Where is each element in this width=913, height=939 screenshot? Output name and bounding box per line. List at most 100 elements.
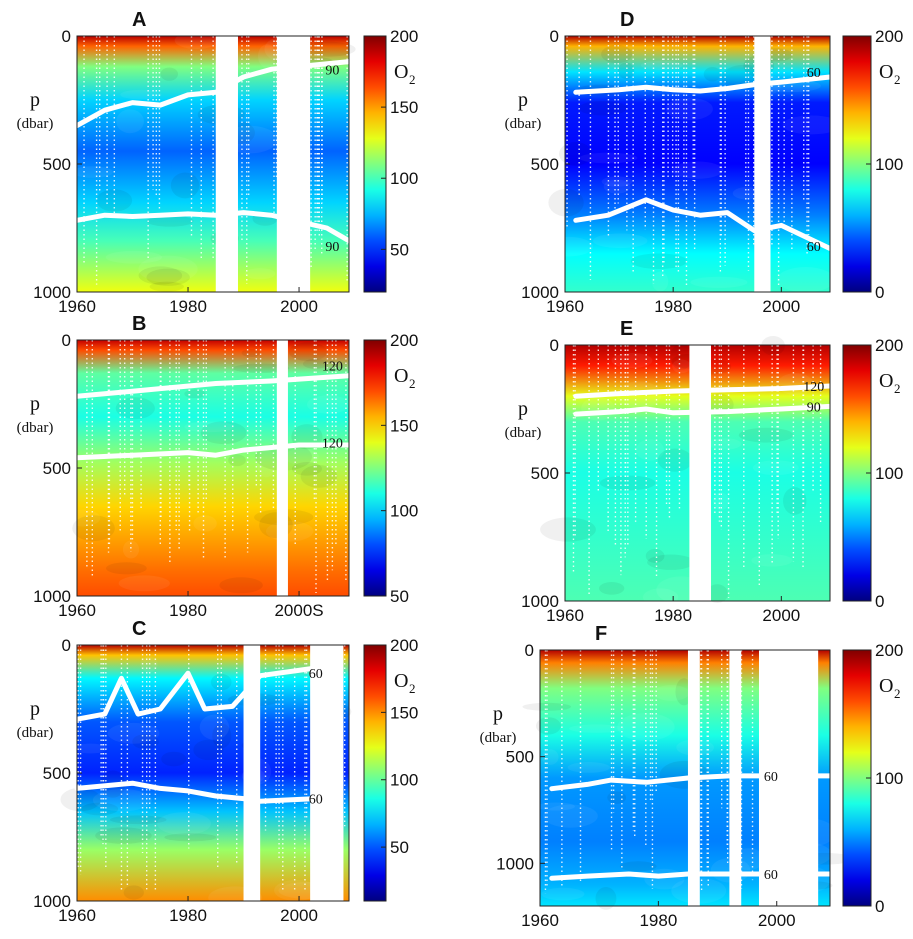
field-texture: [601, 176, 633, 187]
y-tick-label: 1000: [521, 283, 559, 302]
field-texture: [611, 352, 653, 369]
field-texture: [132, 734, 159, 750]
y-axis-unit: (dbar): [505, 425, 542, 441]
field-texture: [752, 460, 799, 476]
field-texture: [115, 397, 155, 420]
contour-label: 90: [807, 400, 821, 415]
field-texture: [541, 887, 585, 901]
colorbar-label-subscript: 2: [894, 72, 901, 87]
x-tick-label: 1960: [58, 906, 96, 925]
field-texture: [761, 336, 785, 356]
colorbar: [363, 644, 387, 902]
contour-label: 90: [325, 240, 339, 255]
field-texture: [157, 812, 211, 836]
field-texture: [241, 348, 261, 358]
contour-label: 60: [764, 868, 778, 883]
field-texture: [116, 109, 144, 134]
x-tick-label: 1980: [639, 911, 677, 930]
colorbar-tick-label: 100: [390, 502, 418, 521]
field-texture: [184, 389, 206, 399]
field-texture: [122, 540, 140, 559]
field-texture: [138, 255, 198, 283]
contour-line-90: [74, 59, 352, 129]
field-texture: [200, 421, 247, 445]
contour-line-60: [74, 780, 319, 804]
field-texture: [228, 454, 246, 467]
field-texture: [630, 253, 688, 270]
field-texture: [644, 868, 685, 890]
colorbar-tick-label: 200: [390, 331, 418, 350]
field-texture: [670, 344, 693, 370]
field-texture: [599, 475, 656, 491]
colorbar-label: O: [879, 675, 893, 697]
field-texture: [647, 554, 695, 570]
field-texture: [81, 802, 119, 816]
colorbar-label: O: [879, 370, 893, 392]
x-tick-label: 1980: [169, 297, 207, 316]
colorbar-label-subscript: 2: [894, 686, 901, 701]
contour-label: 90: [325, 63, 339, 78]
field-texture: [782, 487, 807, 515]
field-texture: [592, 233, 648, 249]
contour-line-60: [573, 74, 833, 95]
colorbar-tick-label: 200: [875, 336, 903, 355]
field-texture: [95, 827, 152, 844]
field-texture: [671, 161, 724, 179]
colorbar-label: O: [394, 365, 408, 387]
panel-label: A: [132, 9, 146, 31]
x-tick-label: 1960: [521, 911, 559, 930]
y-axis-label: p: [518, 398, 528, 420]
y-tick-label: 0: [550, 27, 559, 46]
x-tick-label: 2000: [758, 911, 796, 930]
x-tick-label: 1960: [58, 601, 96, 620]
field-texture: [642, 588, 679, 607]
y-axis-label: p: [518, 89, 528, 111]
y-tick-label: 0: [62, 27, 71, 46]
field-texture: [651, 271, 669, 292]
o2-field: [565, 36, 830, 292]
y-axis-label: p: [30, 698, 40, 720]
field-texture: [777, 266, 835, 293]
colorbar-tick-label: 0: [875, 897, 884, 916]
x-tick-label: 1960: [58, 297, 96, 316]
field-texture: [306, 395, 350, 414]
data-gap: [243, 645, 261, 901]
field-texture: [706, 584, 729, 604]
y-tick-label: 0: [550, 336, 559, 355]
field-texture: [193, 739, 224, 761]
y-tick-label: 500: [43, 155, 71, 174]
field-texture: [291, 462, 323, 476]
field-texture: [535, 717, 561, 735]
contour-label: 60: [764, 770, 778, 785]
y-tick-label: 500: [506, 748, 534, 767]
y-tick-label: 1000: [33, 587, 71, 606]
contour-label: 60: [309, 667, 323, 682]
colorbar-label-subscript: 2: [894, 381, 901, 396]
field-texture: [595, 887, 617, 910]
y-axis-unit: (dbar): [505, 116, 542, 132]
y-axis-label: p: [30, 393, 40, 415]
y-tick-label: 0: [62, 636, 71, 655]
field-texture: [540, 517, 596, 542]
y-axis-unit: (dbar): [17, 420, 54, 436]
contour-label: 60: [807, 240, 821, 255]
colorbar: [363, 339, 387, 597]
field-texture: [257, 449, 276, 478]
panel-C: 60 60 C 1960 1980 2000 0 500 1000 p (dbar) 50 100 150…: [17, 618, 419, 925]
y-tick-label: 1000: [33, 892, 71, 911]
contour-line-90: [74, 210, 352, 244]
data-gap: [310, 645, 344, 901]
field-texture: [149, 281, 184, 292]
x-tick-label: 1980: [169, 906, 207, 925]
y-axis-unit: (dbar): [17, 725, 54, 741]
panel-B: 120 120 B 1960 1980 2000S 0 500 1000 p (dbar) 50 100…: [17, 313, 419, 620]
contour-label: 60: [807, 66, 821, 81]
contour-label: 120: [322, 360, 343, 375]
colorbar-label-subscript: 2: [409, 376, 416, 391]
o2-field: [77, 645, 349, 901]
field-texture: [751, 554, 793, 567]
field-texture: [193, 515, 217, 532]
colorbar-label: O: [394, 61, 408, 83]
panel-D: 60 60 D 1960 1980 2000 0 500 1000 p (dbar) 0 100 200 O…: [505, 9, 904, 316]
panel-label: B: [132, 313, 146, 335]
